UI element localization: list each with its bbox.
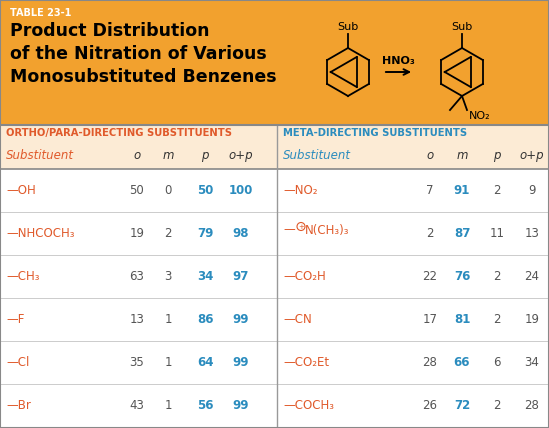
Text: 66: 66 (454, 356, 470, 369)
Text: HNO₃: HNO₃ (382, 56, 414, 66)
Text: 76: 76 (454, 270, 470, 283)
Text: 72: 72 (454, 399, 470, 412)
Text: 24: 24 (524, 270, 540, 283)
Text: 28: 28 (423, 356, 438, 369)
Text: 87: 87 (454, 227, 470, 240)
Text: —CO₂Et: —CO₂Et (283, 356, 329, 369)
Text: 34: 34 (524, 356, 540, 369)
Text: 9: 9 (528, 184, 536, 197)
Text: 1: 1 (164, 313, 172, 326)
Text: 64: 64 (197, 356, 213, 369)
Text: 35: 35 (130, 356, 144, 369)
Text: 99: 99 (233, 399, 249, 412)
Text: 97: 97 (233, 270, 249, 283)
Text: —CO₂H: —CO₂H (283, 270, 326, 283)
Text: 2: 2 (426, 227, 434, 240)
Text: +: + (298, 223, 304, 229)
Text: 3: 3 (164, 270, 172, 283)
Text: 26: 26 (423, 399, 438, 412)
Text: TABLE 23-1: TABLE 23-1 (10, 8, 71, 18)
Text: 50: 50 (130, 184, 144, 197)
Text: 17: 17 (423, 313, 438, 326)
Text: META-DIRECTING SUBSTITUENTS: META-DIRECTING SUBSTITUENTS (283, 128, 467, 138)
Text: N(CH₃)₃: N(CH₃)₃ (305, 224, 350, 237)
Text: 50: 50 (197, 184, 213, 197)
Text: —Br: —Br (6, 399, 31, 412)
Text: 28: 28 (524, 399, 540, 412)
Text: Sub: Sub (451, 22, 473, 32)
Text: o+p: o+p (229, 149, 253, 162)
Text: 98: 98 (233, 227, 249, 240)
Bar (0, 384, 549, 427)
Text: 7: 7 (426, 184, 434, 197)
Text: 81: 81 (454, 313, 470, 326)
Text: m: m (163, 149, 173, 162)
Text: 19: 19 (524, 313, 540, 326)
Bar (0, 145, 549, 169)
Text: 79: 79 (197, 227, 213, 240)
Text: Substituent: Substituent (6, 149, 74, 162)
Text: —NO₂: —NO₂ (283, 184, 317, 197)
Text: NO₂: NO₂ (469, 111, 491, 121)
Bar (0, 169, 549, 212)
Text: 2: 2 (493, 270, 501, 283)
Text: 2: 2 (493, 313, 501, 326)
Text: 13: 13 (130, 313, 144, 326)
Bar (0, 0, 549, 125)
Text: Sub: Sub (338, 22, 358, 32)
Bar (0, 341, 549, 384)
Text: o: o (133, 149, 141, 162)
Text: 2: 2 (493, 399, 501, 412)
Text: 34: 34 (197, 270, 213, 283)
Text: 2: 2 (493, 184, 501, 197)
Text: p: p (493, 149, 501, 162)
Text: 63: 63 (130, 270, 144, 283)
Bar (0, 255, 549, 298)
Text: —COCH₃: —COCH₃ (283, 399, 334, 412)
Text: —CH₃: —CH₃ (6, 270, 40, 283)
Text: —Cl: —Cl (6, 356, 30, 369)
Text: —CN: —CN (283, 313, 312, 326)
Text: Product Distribution
of the Nitration of Various
Monosubstituted Benzenes: Product Distribution of the Nitration of… (10, 22, 277, 86)
Text: o+p: o+p (520, 149, 544, 162)
Text: 0: 0 (164, 184, 172, 197)
Text: 86: 86 (197, 313, 213, 326)
Text: 19: 19 (130, 227, 144, 240)
Text: 2: 2 (164, 227, 172, 240)
Text: —: — (283, 223, 295, 236)
Text: 91: 91 (454, 184, 470, 197)
Text: Substituent: Substituent (283, 149, 351, 162)
Text: 99: 99 (233, 356, 249, 369)
Text: —NHCOCH₃: —NHCOCH₃ (6, 227, 75, 240)
Text: 1: 1 (164, 399, 172, 412)
Text: 22: 22 (423, 270, 438, 283)
Text: 43: 43 (130, 399, 144, 412)
Text: o: o (427, 149, 434, 162)
Text: —OH: —OH (6, 184, 36, 197)
Text: 99: 99 (233, 313, 249, 326)
Text: p: p (201, 149, 209, 162)
Text: —F: —F (6, 313, 24, 326)
Bar (0, 212, 549, 255)
Text: 100: 100 (229, 184, 253, 197)
Text: 56: 56 (197, 399, 213, 412)
Bar (0, 298, 549, 341)
Text: 11: 11 (490, 227, 505, 240)
Text: 6: 6 (493, 356, 501, 369)
Text: 13: 13 (524, 227, 540, 240)
Text: m: m (456, 149, 468, 162)
Text: 1: 1 (164, 356, 172, 369)
Text: ORTHO/PARA-DIRECTING SUBSTITUENTS: ORTHO/PARA-DIRECTING SUBSTITUENTS (6, 128, 232, 138)
Bar (0, 125, 549, 145)
